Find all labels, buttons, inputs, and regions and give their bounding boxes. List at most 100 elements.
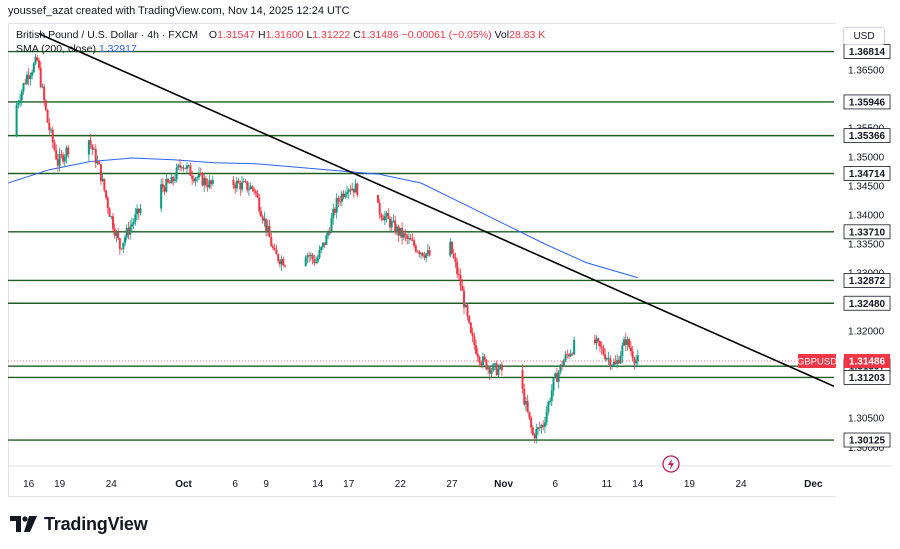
- price-chart[interactable]: GBPUSD 1.370001.365001.355001.350001.345…: [8, 23, 892, 497]
- candle-body: [261, 216, 264, 221]
- candle-body: [249, 186, 252, 190]
- candle-body: [44, 100, 47, 110]
- candle-body: [51, 129, 54, 143]
- candle-body: [487, 367, 490, 370]
- candle-body: [339, 201, 342, 203]
- candle-body: [308, 255, 311, 257]
- candle-body: [337, 198, 340, 202]
- candle-body: [609, 358, 612, 367]
- candle-body: [521, 370, 524, 389]
- candle-body: [354, 183, 357, 193]
- candle-body: [604, 354, 607, 360]
- candle-body: [323, 242, 326, 245]
- candle-body: [528, 411, 531, 418]
- time-tick-label: 24: [736, 479, 748, 490]
- price-tick-label: 1.35000: [848, 152, 885, 163]
- candle-body: [251, 186, 254, 189]
- candle-body: [335, 198, 338, 213]
- candle-body: [320, 246, 323, 251]
- candle-body: [612, 362, 615, 366]
- level-label: 1.36814: [849, 47, 886, 58]
- low-value: 1.31222: [312, 29, 351, 41]
- change-value: −0.00061 (−0.05%): [401, 29, 492, 41]
- time-tick-label: 9: [263, 479, 269, 490]
- time-tick-label: Dec: [804, 479, 823, 490]
- time-tick-label: 22: [395, 479, 407, 490]
- sma-200-layer: [8, 157, 638, 279]
- candle-body: [463, 290, 466, 308]
- candle-body: [414, 245, 417, 252]
- candle-body: [464, 304, 467, 308]
- candle-body: [500, 364, 503, 371]
- candle-body: [199, 173, 202, 175]
- candle-body: [395, 226, 398, 233]
- candle-body: [537, 427, 540, 430]
- candle-body: [524, 401, 527, 405]
- candle-body: [313, 258, 316, 264]
- candle-body: [542, 425, 545, 427]
- candle-body: [136, 208, 139, 215]
- level-label: 1.32480: [849, 299, 886, 310]
- candle-body: [549, 401, 552, 403]
- candle-body: [623, 339, 626, 346]
- candle-body: [208, 180, 211, 188]
- time-tick-label: 16: [23, 479, 35, 490]
- candle-body: [573, 339, 576, 355]
- candle-body: [425, 253, 428, 258]
- candle-body: [194, 178, 197, 182]
- candle-body: [533, 434, 536, 439]
- level-badge: [843, 295, 891, 311]
- tradingview-logo[interactable]: TradingView: [10, 512, 148, 536]
- candle-body: [600, 346, 603, 349]
- candle-body: [25, 74, 28, 84]
- candle-body: [311, 254, 314, 259]
- candle-body: [406, 235, 409, 239]
- candle-body: [117, 232, 120, 239]
- candle-body: [545, 411, 548, 423]
- candle-body: [99, 164, 102, 182]
- price-tick-label: 1.34500: [848, 181, 885, 192]
- currency-button[interactable]: USD: [843, 27, 885, 45]
- candle-body: [22, 83, 25, 92]
- time-tick-label: 14: [312, 479, 324, 490]
- candle-body: [473, 336, 476, 346]
- candle-body: [253, 188, 256, 192]
- candle-body: [244, 181, 247, 183]
- volume-value: 28.83 K: [509, 29, 546, 41]
- candle-body: [407, 237, 410, 239]
- candle-body: [172, 177, 175, 182]
- candle-body: [418, 251, 421, 255]
- candle-body: [60, 154, 63, 156]
- candle-body: [535, 429, 538, 439]
- candle-body: [278, 260, 281, 265]
- candle-body: [569, 353, 572, 357]
- sma-row[interactable]: SMA (200, close) 1.32917: [16, 42, 545, 56]
- candle-body: [416, 251, 419, 253]
- candle-body: [328, 232, 331, 234]
- level-badge: [843, 273, 891, 288]
- candle-body: [185, 165, 188, 169]
- trendline: [38, 33, 835, 388]
- candle-body: [399, 228, 402, 236]
- candle-body: [192, 179, 195, 182]
- candle-body: [413, 240, 416, 246]
- candle-body: [273, 248, 276, 250]
- candle-body: [259, 211, 262, 217]
- candle-body: [356, 183, 359, 195]
- candle-body: [17, 103, 20, 105]
- close-label: C: [353, 29, 361, 41]
- time-tick-label: 11: [602, 479, 613, 490]
- candle-body: [180, 167, 183, 168]
- candle-body: [478, 357, 481, 363]
- candle-body: [376, 194, 379, 203]
- support-resistance-levels: [8, 50, 834, 441]
- level-label: 1.35366: [849, 131, 886, 142]
- candle-body: [552, 377, 555, 391]
- candle-body: [605, 358, 608, 360]
- lightning-icon[interactable]: [662, 455, 680, 473]
- candle-body: [452, 253, 455, 258]
- candle-body: [239, 183, 242, 190]
- candle-body: [36, 57, 39, 61]
- candle-body: [48, 122, 51, 130]
- candle-body: [633, 358, 636, 364]
